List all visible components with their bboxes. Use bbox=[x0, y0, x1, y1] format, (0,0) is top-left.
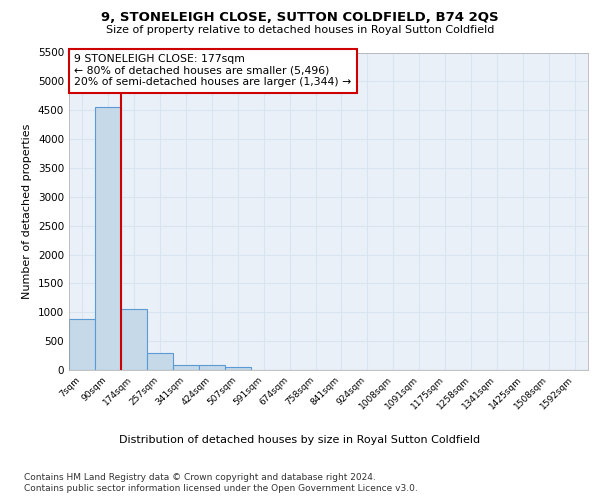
Bar bbox=[199, 366, 224, 370]
Text: 9 STONELEIGH CLOSE: 177sqm
← 80% of detached houses are smaller (5,496)
20% of s: 9 STONELEIGH CLOSE: 177sqm ← 80% of deta… bbox=[74, 54, 352, 88]
Y-axis label: Number of detached properties: Number of detached properties bbox=[22, 124, 32, 299]
Bar bbox=[147, 354, 173, 370]
Bar bbox=[224, 367, 251, 370]
Bar bbox=[121, 309, 147, 370]
Text: 9, STONELEIGH CLOSE, SUTTON COLDFIELD, B74 2QS: 9, STONELEIGH CLOSE, SUTTON COLDFIELD, B… bbox=[101, 11, 499, 24]
Text: Contains HM Land Registry data © Crown copyright and database right 2024.: Contains HM Land Registry data © Crown c… bbox=[24, 472, 376, 482]
Text: Contains public sector information licensed under the Open Government Licence v3: Contains public sector information licen… bbox=[24, 484, 418, 493]
Bar bbox=[95, 108, 121, 370]
Text: Distribution of detached houses by size in Royal Sutton Coldfield: Distribution of detached houses by size … bbox=[119, 435, 481, 445]
Bar bbox=[173, 365, 199, 370]
Text: Size of property relative to detached houses in Royal Sutton Coldfield: Size of property relative to detached ho… bbox=[106, 25, 494, 35]
Bar bbox=[69, 319, 95, 370]
